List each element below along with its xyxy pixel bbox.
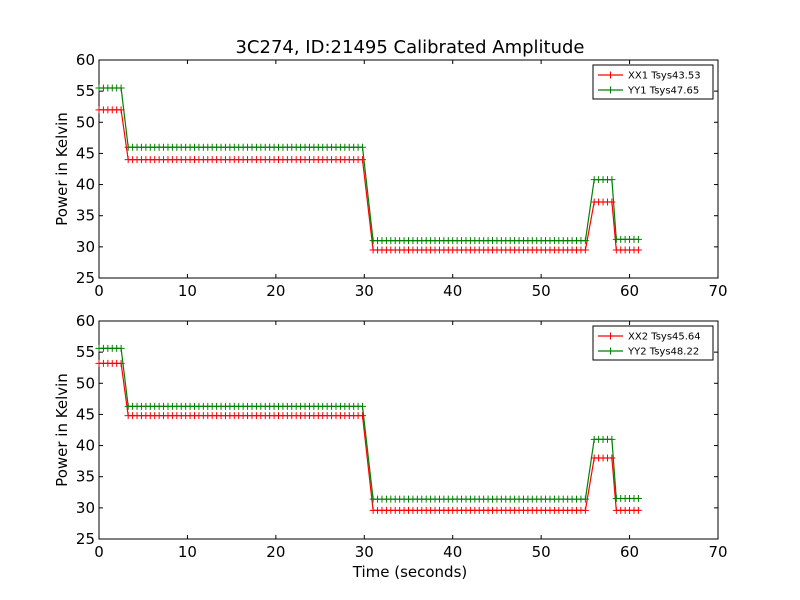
y-tick-label: 60 — [76, 51, 95, 69]
data-point — [581, 506, 589, 514]
y-tick-label: 60 — [76, 312, 95, 330]
series-line-1 — [99, 362, 639, 511]
data-point — [581, 495, 589, 503]
chart-title: 3C274, ID:21495 Calibrated Amplitude — [235, 37, 584, 58]
x-tick-label: 50 — [532, 282, 551, 300]
x-tick-label: 40 — [443, 543, 462, 561]
x-tick-label: 10 — [178, 543, 197, 561]
legend-marker — [607, 71, 614, 79]
x-tick-label: 70 — [708, 282, 727, 300]
x-tick-label: 10 — [178, 282, 197, 300]
legend-marker — [607, 347, 614, 355]
x-tick-label: 60 — [620, 543, 639, 561]
y-tick-label: 40 — [76, 176, 95, 194]
data-point — [634, 246, 642, 254]
bottom-plot: 0 10 20 30 40 50 60 70 25 30 35 40 45 50 55 60 Power in … — [53, 312, 728, 561]
x-tick-label: 20 — [266, 282, 285, 300]
y-tick-label: 50 — [76, 374, 95, 392]
y-tick-label: 35 — [76, 207, 95, 225]
y-tick-label: 50 — [76, 113, 95, 131]
y-tick-label: 40 — [76, 437, 95, 455]
data-point — [581, 237, 589, 245]
y-axis-label: Power in Kelvin — [53, 373, 71, 487]
legend-marker — [607, 86, 614, 94]
series-line-2 — [99, 87, 639, 242]
x-tick-label: 0 — [94, 543, 104, 561]
data-point — [359, 412, 367, 420]
y-tick-label: 25 — [76, 530, 95, 548]
x-tick-label: 0 — [94, 282, 104, 300]
x-tick-label: 30 — [355, 282, 374, 300]
data-point — [634, 506, 642, 514]
x-tick-label: 40 — [443, 282, 462, 300]
y-axis-label: Power in Kelvin — [53, 112, 71, 226]
legend-label: YY1 Tsys47.65 — [627, 86, 699, 97]
y-tick-label: 45 — [76, 405, 95, 423]
data-point — [634, 235, 642, 243]
legend-label: XX2 Tsys45.64 — [628, 332, 701, 343]
data-point — [608, 176, 616, 184]
legend-label: YY2 Tsys48.22 — [627, 347, 699, 358]
data-point — [359, 156, 367, 164]
data-point — [117, 84, 125, 92]
data-point — [117, 344, 125, 352]
x-tick-label: 20 — [266, 543, 285, 561]
x-tick-label: 60 — [620, 282, 639, 300]
data-point — [581, 246, 589, 254]
legend-marker — [607, 332, 614, 340]
x-tick-label: 50 — [532, 543, 551, 561]
x-tick-label: 30 — [355, 543, 374, 561]
legend-box — [592, 64, 714, 100]
legend-label: XX1 Tsys43.53 — [628, 71, 701, 82]
data-point — [634, 495, 642, 503]
y-tick-label: 25 — [76, 269, 95, 287]
y-tick-label: 30 — [76, 499, 95, 517]
data-point — [359, 143, 367, 151]
y-tick-label: 35 — [76, 468, 95, 486]
data-point — [608, 454, 616, 462]
y-tick-label: 55 — [76, 343, 95, 361]
y-tick-label: 30 — [76, 238, 95, 256]
series-line-2 — [99, 347, 639, 500]
y-tick-label: 55 — [76, 82, 95, 100]
legend-box — [592, 325, 714, 361]
top-plot: 0 10 20 30 40 50 60 70 25 30 35 40 45 50 55 60 Power in … — [53, 51, 728, 300]
x-axis-label: Time (seconds) — [352, 563, 468, 581]
data-point — [608, 435, 616, 443]
plot-frame — [98, 320, 719, 540]
x-tick-label: 70 — [708, 543, 727, 561]
plot-frame — [98, 59, 719, 279]
data-point — [608, 198, 616, 206]
data-point — [359, 402, 367, 410]
series-line-1 — [99, 109, 639, 251]
y-tick-label: 45 — [76, 144, 95, 162]
